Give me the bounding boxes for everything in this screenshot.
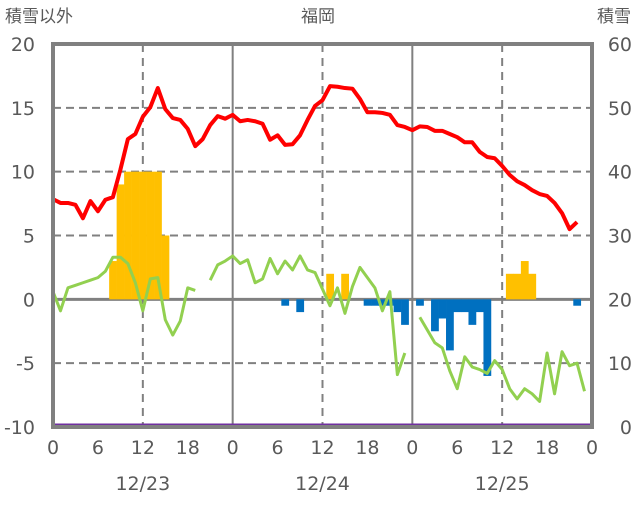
right-axis-title: 積雪: [597, 7, 631, 27]
left-tick-label: 0: [23, 289, 35, 311]
positive-bar: [528, 273, 537, 300]
x-tick-label: 18: [355, 437, 379, 459]
x-tick-label: 18: [176, 437, 200, 459]
left-tick-label: -5: [16, 353, 35, 375]
positive-bar: [116, 184, 125, 300]
right-tick-label: 50: [608, 98, 632, 120]
x-tick-label: 12: [131, 437, 155, 459]
chart-title: 福岡: [301, 7, 335, 27]
x-tick-label: 6: [272, 437, 284, 459]
x-tick-label: 6: [451, 437, 463, 459]
negative-bar: [416, 299, 424, 306]
positive-bar: [139, 171, 147, 300]
green-series-line: [418, 316, 586, 403]
positive-bar: [341, 273, 350, 300]
positive-bar: [146, 171, 155, 300]
x-tick-label: 0: [227, 437, 239, 459]
right-tick-label: 30: [608, 226, 632, 248]
x-tick-label: 12: [490, 437, 514, 459]
negative-bar: [468, 299, 477, 325]
negative-bar: [401, 299, 409, 325]
date-label: 12/23: [115, 473, 170, 495]
right-tick-label: 40: [608, 162, 632, 184]
right-tick-label: 0: [620, 417, 632, 439]
left-tick-label: 20: [11, 34, 35, 56]
right-tick-label: 10: [608, 353, 632, 375]
positive-bar: [520, 261, 529, 300]
negative-bar: [446, 299, 454, 351]
negative-bar: [573, 299, 582, 306]
negative-bar: [363, 299, 372, 306]
negative-bar: [393, 299, 402, 313]
negative-bar: [296, 299, 305, 313]
date-label: 12/24: [295, 473, 350, 495]
negative-bar: [483, 299, 492, 376]
green-series-line: [51, 255, 196, 337]
positive-bar: [505, 273, 514, 300]
negative-bar: [460, 299, 469, 313]
x-tick-label: 0: [47, 437, 59, 459]
left-tick-label: 10: [11, 162, 35, 184]
negative-bar: [431, 299, 439, 332]
negative-bar: [281, 299, 290, 306]
negative-bar: [371, 299, 379, 306]
left-tick-label: -10: [4, 417, 35, 439]
x-tick-label: 0: [586, 437, 598, 459]
positive-bar: [154, 171, 162, 300]
left-tick-label: 5: [23, 226, 35, 248]
negative-bar: [475, 299, 484, 313]
positive-bar: [109, 261, 117, 300]
x-tick-label: 12: [310, 437, 334, 459]
positive-bar: [513, 273, 522, 300]
date-label: 12/25: [475, 473, 530, 495]
negative-bar: [378, 299, 387, 306]
plot-frame: [51, 42, 594, 429]
snow-depth-line: [52, 84, 579, 232]
x-tick-label: 18: [535, 437, 559, 459]
right-tick-label: 60: [608, 34, 632, 56]
negative-bar: [438, 299, 447, 319]
right-tick-label: 20: [608, 289, 632, 311]
x-tick-label: 0: [406, 437, 418, 459]
positive-bar: [131, 171, 140, 300]
green-series-line: [208, 254, 407, 377]
positive-bar: [326, 273, 335, 300]
x-tick-label: 6: [92, 437, 104, 459]
negative-bar: [453, 299, 462, 313]
left-axis-title: 積雪以外: [5, 7, 73, 27]
positive-bar: [124, 171, 132, 300]
left-tick-label: 15: [11, 98, 35, 120]
positive-bar: [161, 235, 170, 300]
